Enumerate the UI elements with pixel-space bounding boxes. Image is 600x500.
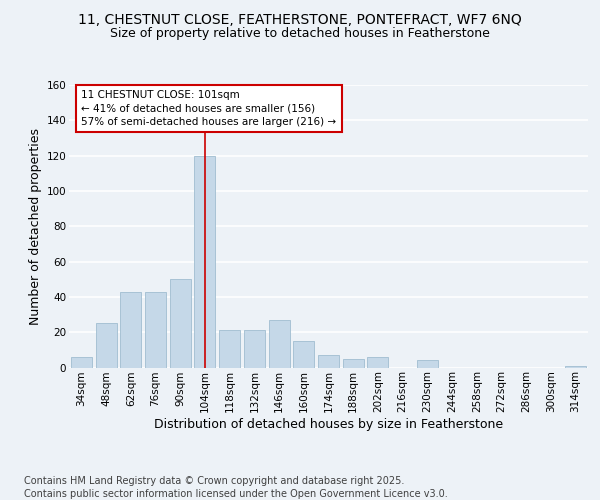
Text: Contains HM Land Registry data © Crown copyright and database right 2025.: Contains HM Land Registry data © Crown c…	[24, 476, 404, 486]
Y-axis label: Number of detached properties: Number of detached properties	[29, 128, 43, 325]
Bar	[170, 279, 191, 368]
Bar	[194, 156, 215, 368]
Bar	[293, 341, 314, 367]
Text: Contains public sector information licensed under the Open Government Licence v3: Contains public sector information licen…	[24, 489, 448, 499]
Bar	[244, 330, 265, 368]
Bar	[145, 292, 166, 368]
Bar	[417, 360, 438, 368]
Text: Size of property relative to detached houses in Featherstone: Size of property relative to detached ho…	[110, 28, 490, 40]
Text: 11, CHESTNUT CLOSE, FEATHERSTONE, PONTEFRACT, WF7 6NQ: 11, CHESTNUT CLOSE, FEATHERSTONE, PONTEF…	[78, 12, 522, 26]
Bar	[343, 358, 364, 368]
Bar	[367, 357, 388, 368]
Bar	[95, 324, 116, 368]
Text: 11 CHESTNUT CLOSE: 101sqm
← 41% of detached houses are smaller (156)
57% of semi: 11 CHESTNUT CLOSE: 101sqm ← 41% of detac…	[82, 90, 337, 126]
Bar	[269, 320, 290, 368]
Bar	[120, 292, 141, 368]
Bar	[318, 355, 339, 368]
X-axis label: Distribution of detached houses by size in Featherstone: Distribution of detached houses by size …	[154, 418, 503, 431]
Bar	[565, 366, 586, 368]
Bar	[71, 357, 92, 368]
Bar	[219, 330, 240, 368]
